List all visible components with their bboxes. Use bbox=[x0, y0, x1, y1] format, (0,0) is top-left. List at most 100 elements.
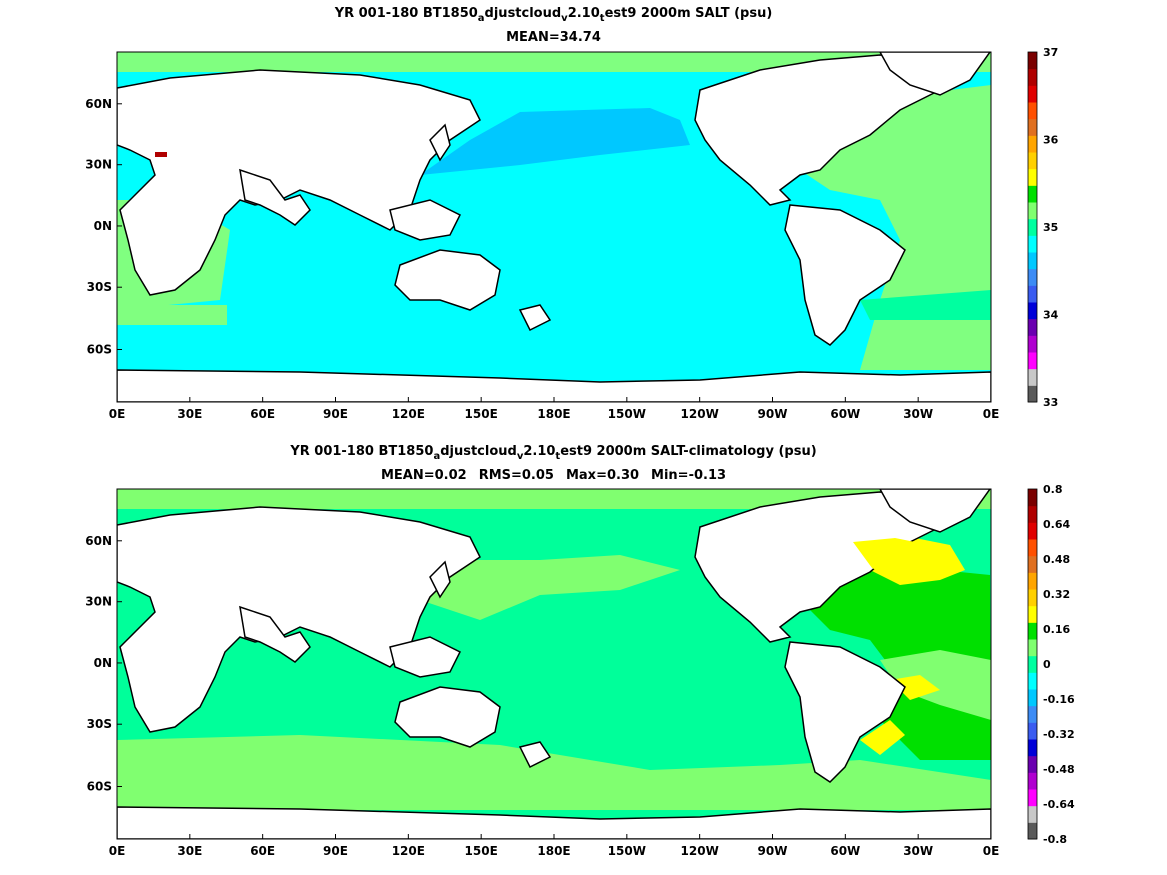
bottom-x-tick-label: 0E bbox=[109, 844, 126, 858]
top-map: 0E 30E 60E 90E 120E 150E 180E 150W 120W 90W 60W 30W… bbox=[85, 46, 1058, 421]
bottom-x-tick-label: 90E bbox=[323, 844, 348, 858]
bottom-colorbar-tick-label: -0.64 bbox=[1043, 798, 1075, 811]
bottom-x-tick-label: 150E bbox=[465, 844, 498, 858]
top-colorbar-swatch bbox=[1028, 202, 1037, 220]
bottom-colorbar-tick-label: -0.8 bbox=[1043, 833, 1067, 846]
bottom-southern-band bbox=[117, 735, 991, 810]
bottom-colorbar-swatch bbox=[1028, 722, 1037, 740]
bottom-colorbar-swatch bbox=[1028, 622, 1037, 640]
bottom-x-tick-label: 120W bbox=[681, 844, 719, 858]
top-x-tick-label: 150E bbox=[465, 407, 498, 421]
bottom-colorbar-swatch bbox=[1028, 655, 1037, 673]
bottom-colorbar-swatch bbox=[1028, 555, 1037, 573]
top-x-tick-label: 90E bbox=[323, 407, 348, 421]
top-colorbar-swatch bbox=[1028, 218, 1037, 236]
bottom-colorbar-tick-label: -0.48 bbox=[1043, 763, 1075, 776]
bottom-colorbar-tick-label: 0.48 bbox=[1043, 553, 1070, 566]
top-x-tick-label: 150W bbox=[608, 407, 646, 421]
bottom-colorbar-swatch bbox=[1028, 705, 1037, 723]
bottom-colorbar-swatch bbox=[1028, 672, 1037, 690]
bottom-x-tick-label: 60W bbox=[830, 844, 860, 858]
top-colorbar-swatch bbox=[1028, 302, 1037, 320]
top-x-tick-label: 0E bbox=[983, 407, 1000, 421]
top-x-tick-label: 120E bbox=[392, 407, 425, 421]
bottom-colorbar-frame bbox=[1027, 488, 1038, 840]
top-colorbar-swatch bbox=[1028, 52, 1037, 70]
bottom-colorbar: -0.8 -0.64 -0.48 -0.32 -0.16 0 0.16 0.32 0.48 0.6… bbox=[1027, 483, 1075, 846]
top-x-tick-label: 0E bbox=[109, 407, 126, 421]
bottom-colorbar-swatch bbox=[1028, 739, 1037, 757]
bottom-map-stats: MEAN=0.02 RMS=0.05 Max=0.30 Min=-0.13 bbox=[0, 468, 1107, 484]
bottom-y-tick-label: 30N bbox=[85, 595, 112, 609]
top-map-stats: MEAN=34.74 bbox=[0, 30, 1107, 46]
bottom-colorbar-swatch bbox=[1028, 572, 1037, 590]
top-y-axis: 60N 30N 0N 30S 60S bbox=[85, 97, 122, 357]
top-y-tick-label: 30S bbox=[87, 280, 112, 294]
bottom-colorbar-swatch bbox=[1028, 605, 1037, 623]
bottom-min-stat: Min=-0.13 bbox=[651, 468, 727, 483]
top-colorbar: 33 34 35 36 37 bbox=[1027, 46, 1059, 409]
top-colorbar-swatch bbox=[1028, 102, 1037, 120]
top-np-blob bbox=[420, 108, 690, 175]
top-colorbar-tick-label: 34 bbox=[1043, 309, 1059, 322]
top-colorbar-swatch bbox=[1028, 252, 1037, 270]
bottom-x-tick-label: 0E bbox=[983, 844, 1000, 858]
top-colorbar-swatch bbox=[1028, 68, 1037, 86]
top-colorbar-swatch bbox=[1028, 152, 1037, 170]
bottom-colorbar-swatch bbox=[1028, 522, 1037, 540]
top-colorbar-swatch bbox=[1028, 285, 1037, 303]
top-x-tick-label: 180E bbox=[537, 407, 570, 421]
bottom-x-axis: 0E 30E 60E 90E 120E 150E 180E 150W 120W 90W 60W 30W… bbox=[109, 834, 1000, 858]
top-colorbar-swatch bbox=[1028, 235, 1037, 253]
top-map-title: YR 001-180 BT1850adjustcloudv2.10test9 2… bbox=[334, 6, 773, 24]
bottom-colorbar-swatch bbox=[1028, 505, 1037, 523]
bottom-max-stat: Max=0.30 bbox=[565, 468, 640, 483]
top-colorbar-swatch bbox=[1028, 85, 1037, 103]
bottom-y-tick-label: 30S bbox=[87, 717, 112, 731]
top-y-tick-label: 60N bbox=[85, 97, 112, 111]
bottom-x-tick-label: 180E bbox=[537, 844, 570, 858]
bottom-colorbar-swatch bbox=[1028, 755, 1037, 773]
bottom-y-tick-label: 0N bbox=[94, 656, 112, 670]
bottom-colorbar-swatch bbox=[1028, 639, 1037, 657]
top-y-tick-label: 60S bbox=[87, 343, 112, 357]
top-colorbar-swatch bbox=[1028, 268, 1037, 286]
bottom-x-tick-label: 30E bbox=[177, 844, 202, 858]
bottom-rms-stat: RMS=0.05 bbox=[478, 468, 554, 483]
top-y-tick-label: 30N bbox=[85, 158, 112, 172]
top-colorbar-swatch bbox=[1028, 185, 1037, 203]
bottom-colorbar-tick-label: 0.16 bbox=[1043, 623, 1070, 636]
top-colorbar-tick-label: 33 bbox=[1043, 396, 1058, 409]
bottom-map-title: YR 001-180 BT1850adjustcloudv2.10test9 2… bbox=[290, 444, 817, 462]
bottom-land bbox=[117, 489, 991, 839]
top-colorbar-frame bbox=[1027, 51, 1038, 403]
top-x-tick-label: 60E bbox=[250, 407, 275, 421]
bottom-colorbar-swatch bbox=[1028, 805, 1037, 823]
top-colorbar-swatch bbox=[1028, 335, 1037, 353]
bottom-y-tick-label: 60N bbox=[85, 534, 112, 548]
top-x-tick-label: 30W bbox=[903, 407, 933, 421]
bottom-colorbar-swatch bbox=[1028, 772, 1037, 790]
bottom-map: 0E 30E 60E 90E 120E 150E 180E 150W 120W 90W 60W 30W… bbox=[85, 483, 1075, 858]
bottom-x-tick-label: 30W bbox=[903, 844, 933, 858]
bottom-colorbar-tick-label: 0 bbox=[1043, 658, 1051, 671]
bottom-y-tick-label: 60S bbox=[87, 780, 112, 794]
bottom-south-atlantic-anomaly bbox=[860, 720, 905, 755]
bottom-colorbar-tick-label: -0.32 bbox=[1043, 728, 1075, 741]
bottom-colorbar-swatch bbox=[1028, 689, 1037, 707]
bottom-colorbar-tick-label: 0.64 bbox=[1043, 518, 1070, 531]
bottom-colorbar-swatch bbox=[1028, 822, 1037, 840]
top-x-tick-label: 30E bbox=[177, 407, 202, 421]
top-land bbox=[117, 52, 991, 402]
bottom-colorbar-swatch bbox=[1028, 589, 1037, 607]
bottom-colorbar-tick-label: -0.16 bbox=[1043, 693, 1075, 706]
top-x-tick-label: 120W bbox=[681, 407, 719, 421]
bottom-colorbar-swatch bbox=[1028, 789, 1037, 807]
top-colorbar-swatch bbox=[1028, 135, 1037, 153]
bottom-x-tick-label: 90W bbox=[758, 844, 788, 858]
top-mean-stat: MEAN=34.74 bbox=[506, 30, 601, 45]
bottom-colorbar-tick-label: 0.32 bbox=[1043, 588, 1070, 601]
bottom-x-tick-label: 60E bbox=[250, 844, 275, 858]
bottom-x-tick-label: 150W bbox=[608, 844, 646, 858]
top-colorbar-swatch bbox=[1028, 385, 1037, 403]
